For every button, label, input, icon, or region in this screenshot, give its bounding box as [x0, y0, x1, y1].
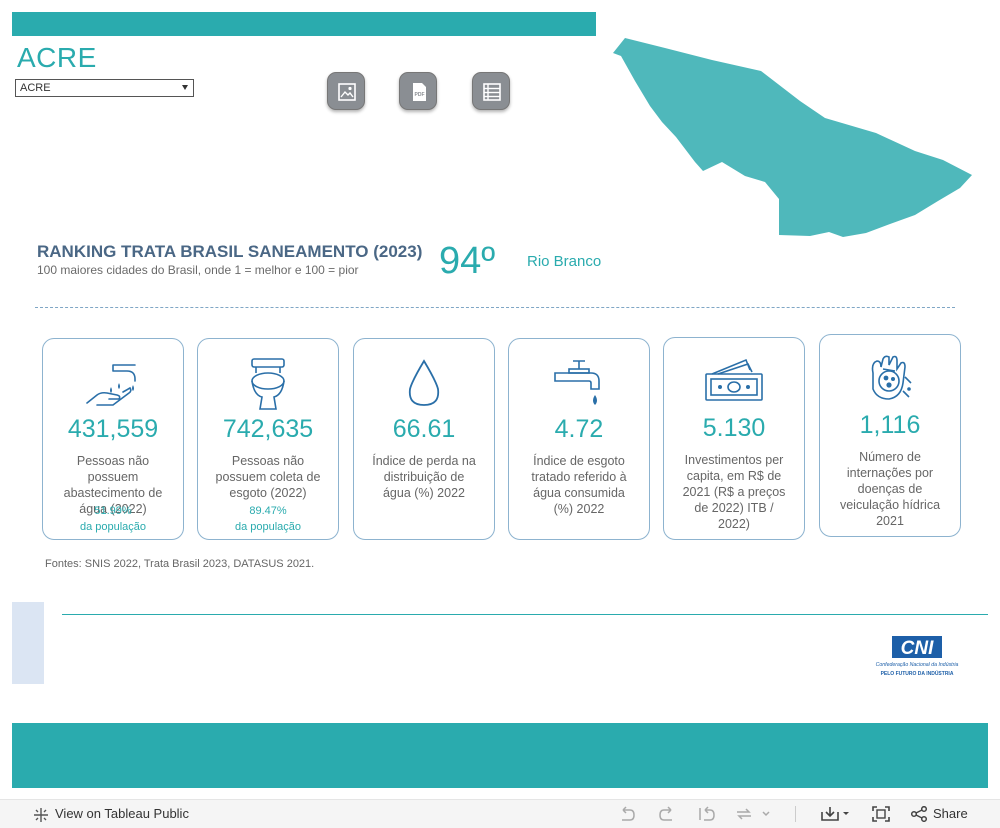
- refresh-icon[interactable]: [735, 806, 771, 822]
- revert-icon[interactable]: [698, 806, 716, 822]
- card-percent: 89.47%: [249, 505, 287, 517]
- toilet-icon: [251, 358, 285, 410]
- card-value: 1,116: [859, 411, 921, 439]
- card-percent-label: da população: [79, 521, 147, 533]
- cni-logo: CNI Confederação Nacional da Indústria P…: [876, 636, 959, 677]
- acre-shape: [613, 38, 972, 237]
- view-on-tableau-link[interactable]: View on Tableau Public: [55, 806, 189, 821]
- hand-washing-icon: [86, 364, 136, 406]
- card-water-loss: 66.61 Índice de perda na distribuição de…: [353, 338, 495, 540]
- list-icon: [483, 83, 501, 101]
- card-water-supply: 431,559 Pessoas não possuem abasteciment…: [42, 338, 184, 540]
- image-download-button[interactable]: [327, 72, 365, 110]
- pdf-icon: PDF: [413, 83, 426, 101]
- pdf-download-button[interactable]: PDF: [399, 72, 437, 110]
- sources-note: Fontes: SNIS 2022, Trata Brasil 2023, DA…: [45, 558, 315, 570]
- card-description: Pessoas não possuem abastecimento de águ…: [63, 454, 163, 516]
- separator-line: [62, 614, 988, 615]
- svg-text:PELO FUTURO DA INDÚSTRIA: PELO FUTURO DA INDÚSTRIA: [881, 670, 954, 677]
- card-description: Índice de perda na distribuição de água …: [372, 454, 476, 500]
- dashed-divider: [35, 307, 955, 308]
- ranking-value: 94º: [439, 240, 496, 282]
- fullscreen-icon[interactable]: [872, 806, 890, 822]
- card-percent: 51.99%: [94, 505, 132, 517]
- card-percent-label: da população: [234, 521, 302, 533]
- svg-text:CNI: CNI: [901, 638, 934, 659]
- share-button[interactable]: Share: [933, 806, 968, 821]
- image-icon: [338, 83, 356, 101]
- water-drop-icon: [408, 359, 440, 406]
- germs-hand-icon: [871, 355, 912, 400]
- card-hospitalizations: 1,116 Número de internações por doenças …: [819, 334, 961, 537]
- state-map[interactable]: [610, 36, 978, 241]
- ranking-title: RANKING TRATA BRASIL SANEAMENTO (2023): [37, 242, 423, 261]
- ranking-city: Rio Branco: [527, 253, 602, 270]
- card-investment: 5.130 Investimentos per capita, em R$ de…: [663, 337, 805, 540]
- redo-icon[interactable]: [658, 806, 676, 822]
- state-dropdown[interactable]: ACRE: [15, 79, 194, 97]
- card-description: Investimentos per capita, em R$ de 2021 …: [682, 453, 786, 531]
- tableau-logo-icon: [34, 808, 48, 822]
- card-description: Número de internações por doenças de vei…: [839, 450, 941, 528]
- tableau-toolbar: View on Tableau Public Share: [0, 799, 1000, 828]
- data-download-button[interactable]: [472, 72, 510, 110]
- card-sewage-collection: 742,635 Pessoas não possuem coleta de es…: [197, 338, 339, 540]
- toolbar-divider: [795, 806, 796, 822]
- state-title: ACRE: [17, 42, 97, 73]
- card-value: 742,635: [222, 415, 314, 443]
- download-icon[interactable]: [820, 806, 852, 822]
- card-sewage-treated: 4.72 Índice de esgoto tratado referido à…: [508, 338, 650, 540]
- card-value: 66.61: [392, 415, 456, 443]
- faucet-icon: [554, 360, 600, 405]
- side-panel: [12, 602, 44, 684]
- undo-icon[interactable]: [618, 806, 636, 822]
- chevron-down-icon: [182, 85, 188, 90]
- top-banner: [12, 12, 596, 36]
- card-value: 5.130: [702, 414, 766, 442]
- state-dropdown-value: ACRE: [20, 82, 51, 94]
- money-icon: [705, 358, 763, 401]
- ranking-subtitle: 100 maiores cidades do Brasil, onde 1 = …: [37, 263, 359, 277]
- card-value: 431,559: [67, 415, 159, 443]
- card-description: Pessoas não possuem coleta de esgoto (20…: [215, 454, 321, 500]
- card-description: Índice de esgoto tratado referido à água…: [531, 454, 627, 516]
- card-value: 4.72: [554, 415, 604, 443]
- svg-text:Confederação Nacional da Indús: Confederação Nacional da Indústria: [876, 662, 959, 668]
- svg-text:PDF: PDF: [415, 92, 425, 98]
- bottom-banner: [12, 723, 988, 788]
- share-icon[interactable]: [910, 806, 928, 822]
